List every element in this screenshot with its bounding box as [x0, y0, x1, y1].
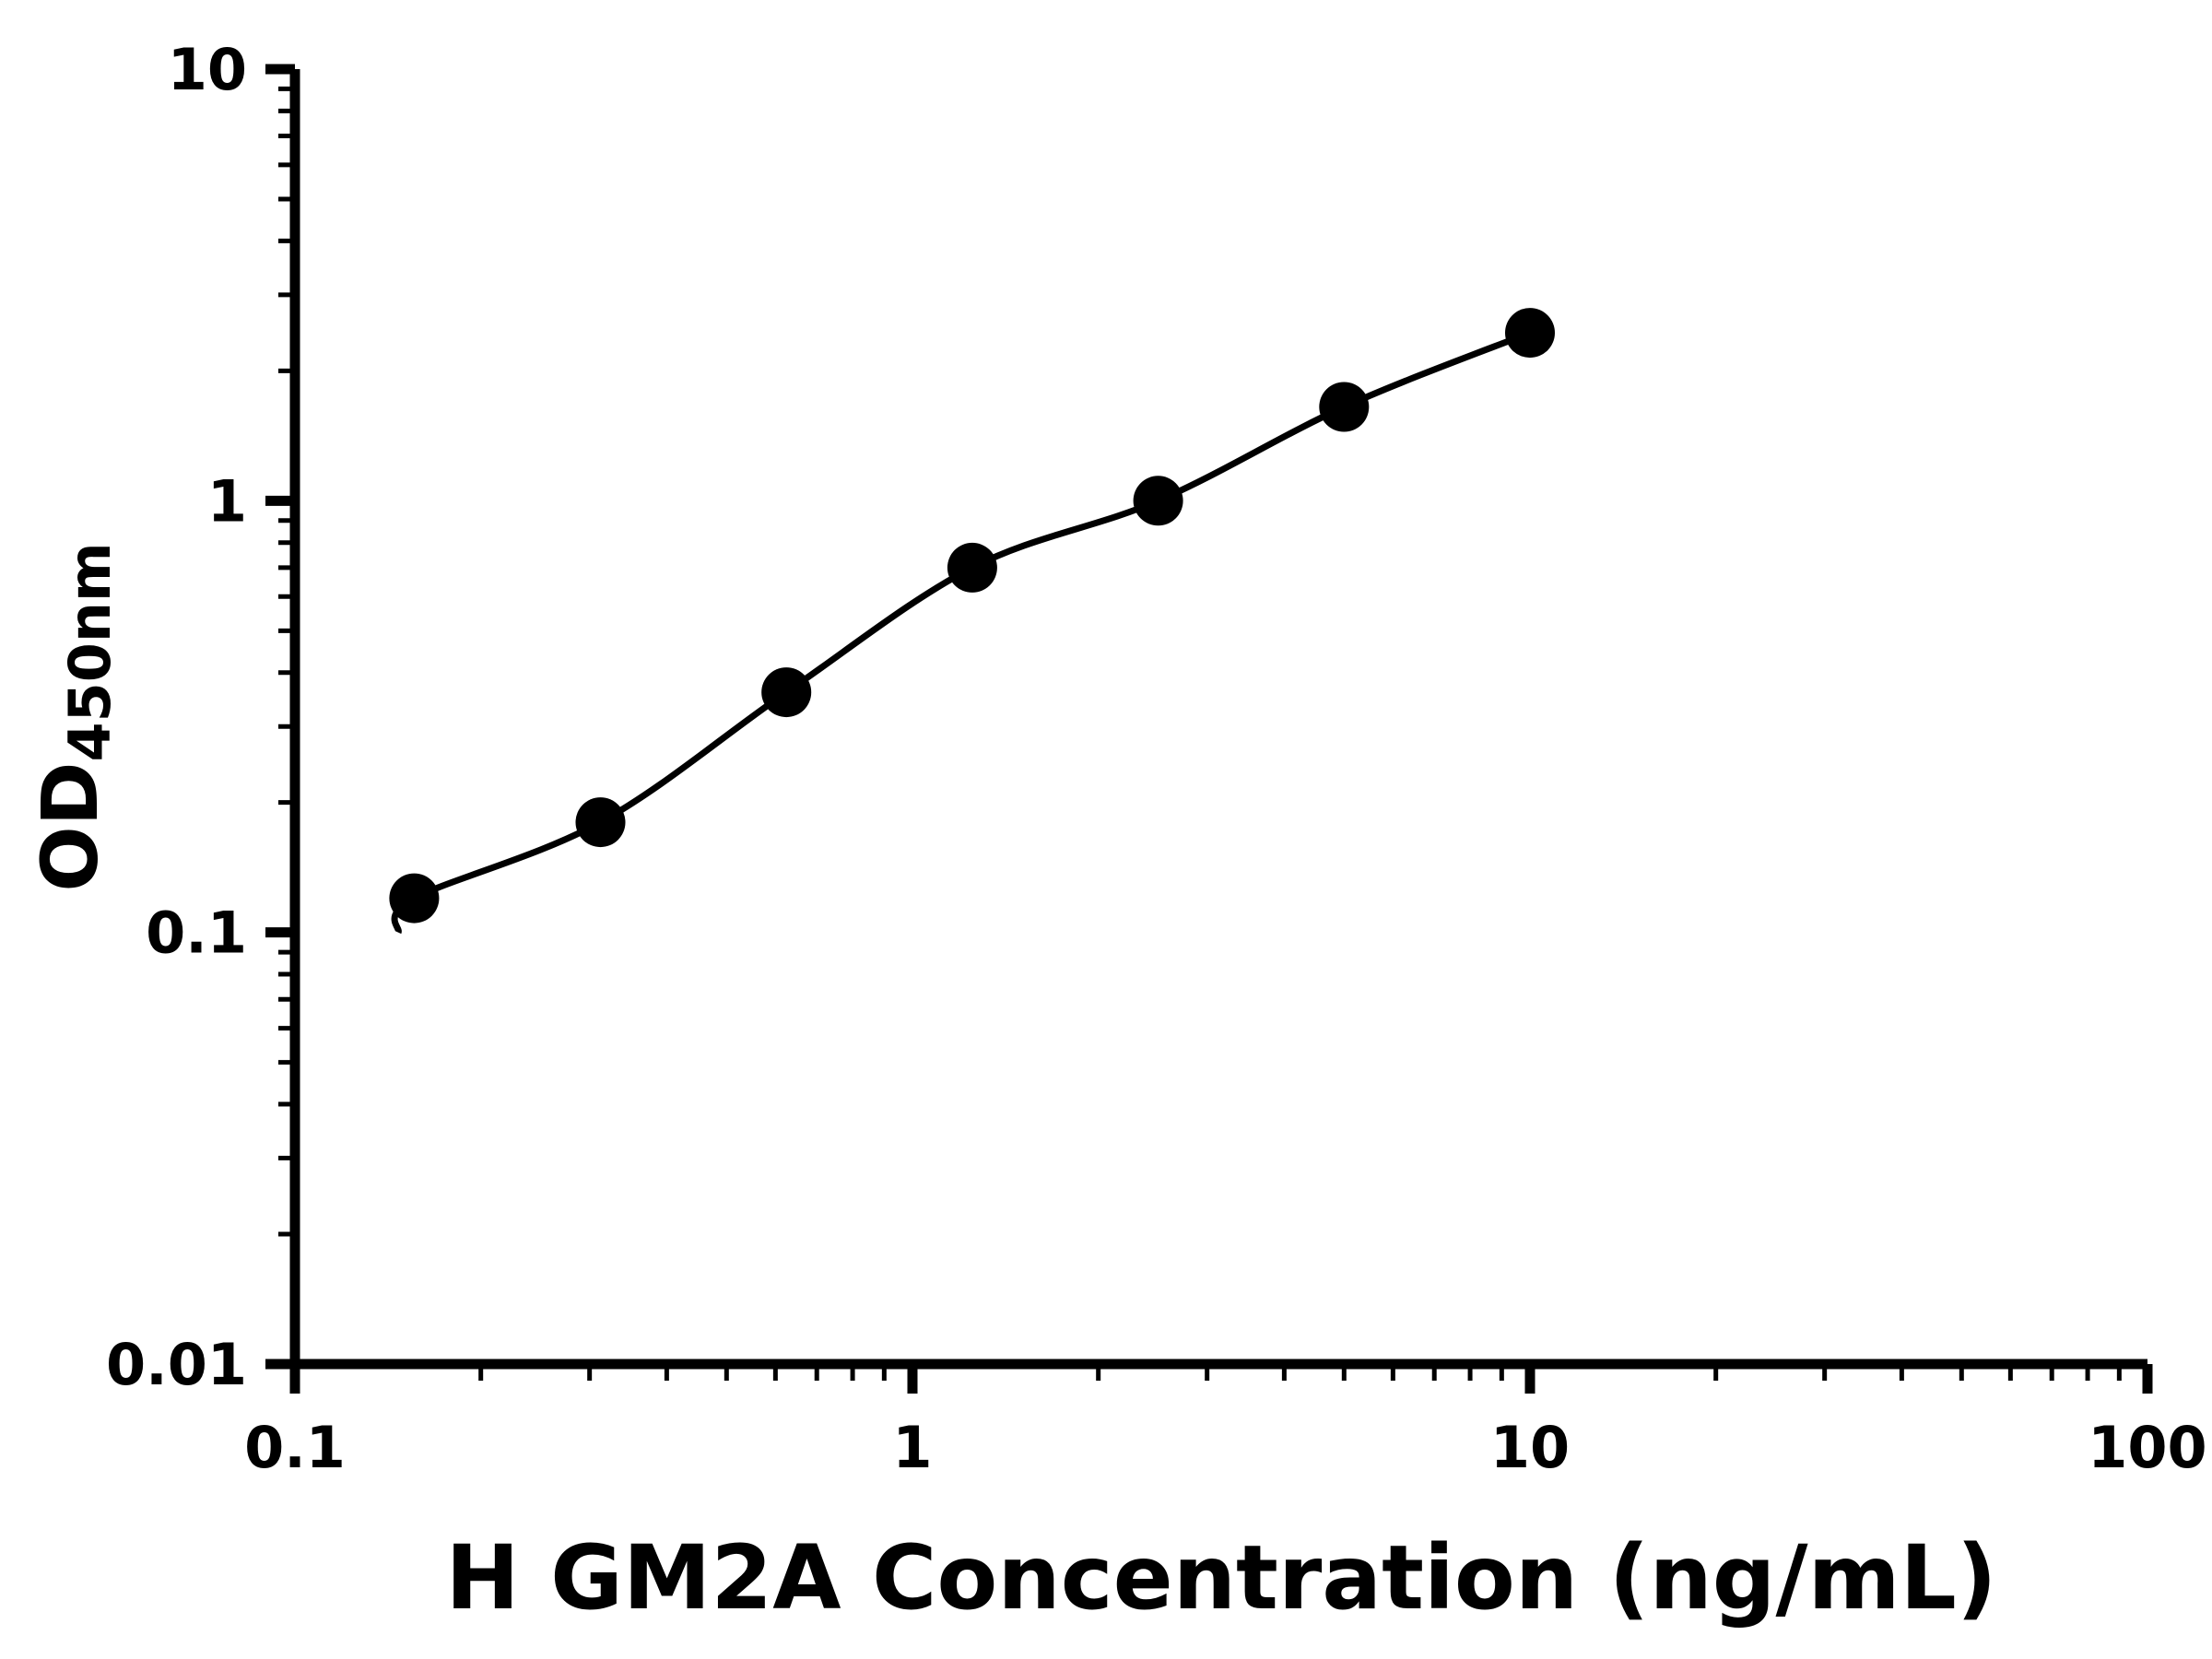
- data-point: [1505, 308, 1555, 359]
- axes-frame: [289, 69, 2147, 1370]
- data-point: [1319, 382, 1370, 432]
- y-tick-label: 10: [168, 36, 247, 103]
- y-axis-title-main: OD: [25, 762, 115, 892]
- data-point: [761, 667, 812, 718]
- x-tick-label: 1: [892, 1414, 932, 1481]
- data-point: [947, 542, 997, 593]
- x-tick-label: 10: [1490, 1414, 1570, 1481]
- data-point: [389, 873, 440, 924]
- y-tick-label: 1: [207, 467, 247, 535]
- x-axis-title: H GM2A Concentration (ng/mL): [445, 1526, 1996, 1630]
- plot-area: 0.1 1 10 100 0.01 0.1 1 10: [106, 36, 2207, 1481]
- y-axis-title-sub: 450nm: [56, 542, 124, 761]
- y-tick-label: 0.1: [146, 900, 247, 967]
- data-point: [1133, 476, 1183, 526]
- x-tick-label: 0.1: [244, 1414, 346, 1481]
- y-axis-title: OD450nm: [25, 542, 124, 891]
- x-tick-label: 100: [2088, 1414, 2206, 1481]
- y-tick-label: 0.01: [106, 1331, 247, 1398]
- data-point: [575, 797, 626, 848]
